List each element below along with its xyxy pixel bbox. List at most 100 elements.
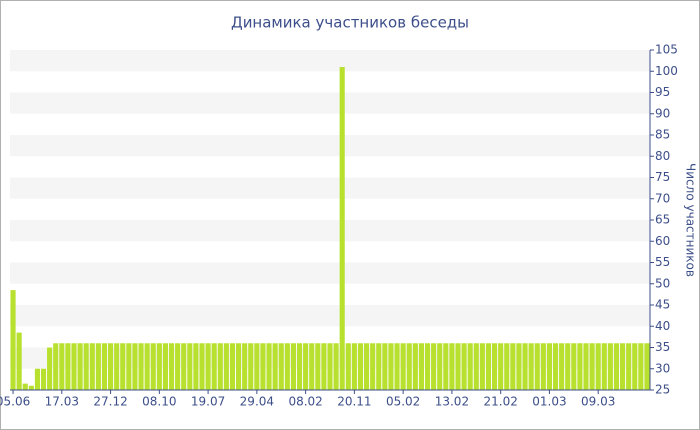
bar	[376, 343, 382, 390]
bar	[583, 343, 589, 390]
bar	[577, 343, 583, 390]
bar	[620, 343, 626, 390]
bar	[77, 343, 83, 390]
bar	[571, 343, 577, 390]
y-tick-label: 55	[655, 255, 670, 269]
x-tick-label: 08.02	[288, 395, 322, 409]
bar	[638, 343, 644, 390]
y-tick-label: 35	[655, 340, 670, 354]
bar	[168, 343, 175, 390]
bar	[394, 343, 400, 390]
bar	[10, 290, 16, 390]
bar	[108, 343, 114, 390]
bar	[534, 343, 540, 390]
bar	[437, 343, 443, 390]
grid-band	[10, 135, 650, 157]
bar	[181, 343, 187, 390]
bar	[193, 343, 199, 390]
y-tick-label: 85	[655, 128, 670, 142]
bar	[223, 343, 229, 390]
bar	[467, 343, 473, 390]
y-tick-label: 100	[655, 64, 678, 78]
bar	[144, 343, 150, 390]
bar	[492, 343, 498, 390]
bar	[540, 343, 546, 390]
x-tick-label: 05.06	[0, 395, 30, 409]
bar	[132, 343, 138, 390]
bar	[418, 343, 424, 390]
x-tick-label: 27.12	[93, 395, 127, 409]
bar	[28, 385, 34, 390]
bar	[229, 343, 236, 390]
bar	[473, 343, 479, 390]
bar	[296, 343, 303, 390]
y-tick-label: 30	[655, 361, 670, 375]
bar	[156, 343, 162, 390]
x-tick-label: 05.02	[386, 395, 420, 409]
bar	[504, 343, 510, 390]
y-tick-label: 25	[655, 383, 670, 397]
y-tick-label: 80	[655, 149, 670, 163]
bar	[40, 368, 47, 390]
bar	[199, 343, 205, 390]
bar	[510, 343, 516, 390]
bar	[327, 343, 333, 390]
bar	[565, 343, 571, 390]
bar	[388, 343, 394, 390]
bar	[601, 343, 607, 390]
bar	[364, 343, 370, 390]
bar	[613, 343, 620, 390]
bar	[516, 343, 522, 390]
bar	[16, 332, 22, 390]
bar	[211, 343, 217, 390]
bar	[150, 343, 156, 390]
y-tick-label: 70	[655, 191, 670, 205]
bar	[351, 343, 357, 390]
grid-band	[10, 262, 650, 284]
bar	[449, 343, 455, 390]
bar	[101, 343, 108, 390]
bar	[321, 343, 327, 390]
x-tick-label: 29.04	[240, 395, 274, 409]
bar	[95, 343, 101, 390]
bar	[248, 343, 254, 390]
bar	[528, 343, 534, 390]
bar	[406, 343, 412, 390]
y-tick-label: 105	[655, 43, 678, 57]
grid-band	[10, 220, 650, 242]
bar	[138, 343, 144, 390]
bar	[309, 343, 315, 390]
y-tick-label: 65	[655, 213, 670, 227]
x-tick-label: 13.02	[435, 395, 469, 409]
bar	[242, 343, 248, 390]
bar	[303, 343, 309, 390]
bar	[431, 343, 437, 390]
bar	[53, 343, 59, 390]
y-axis-label: Число участников	[684, 163, 698, 277]
x-tick-label: 20.11	[337, 395, 371, 409]
bar	[382, 343, 388, 390]
y-tick-label: 95	[655, 85, 670, 99]
bar	[498, 343, 504, 390]
y-tick-label: 50	[655, 276, 670, 290]
bar	[83, 343, 89, 390]
grid-band	[10, 177, 650, 199]
bar	[552, 343, 559, 390]
bar	[559, 343, 565, 390]
bar	[22, 383, 28, 390]
bar	[595, 343, 601, 390]
y-tick-label: 45	[655, 298, 670, 312]
bar	[205, 343, 211, 390]
bar	[65, 343, 71, 390]
bar	[315, 343, 321, 390]
bar	[236, 343, 242, 390]
bar	[126, 343, 132, 390]
bar	[345, 343, 351, 390]
chart-title: Динамика участников беседы	[231, 14, 469, 32]
bar	[412, 343, 418, 390]
bar	[333, 343, 339, 390]
x-tick-label: 21.02	[483, 395, 517, 409]
bar	[461, 343, 467, 390]
y-tick-label: 90	[655, 106, 670, 120]
